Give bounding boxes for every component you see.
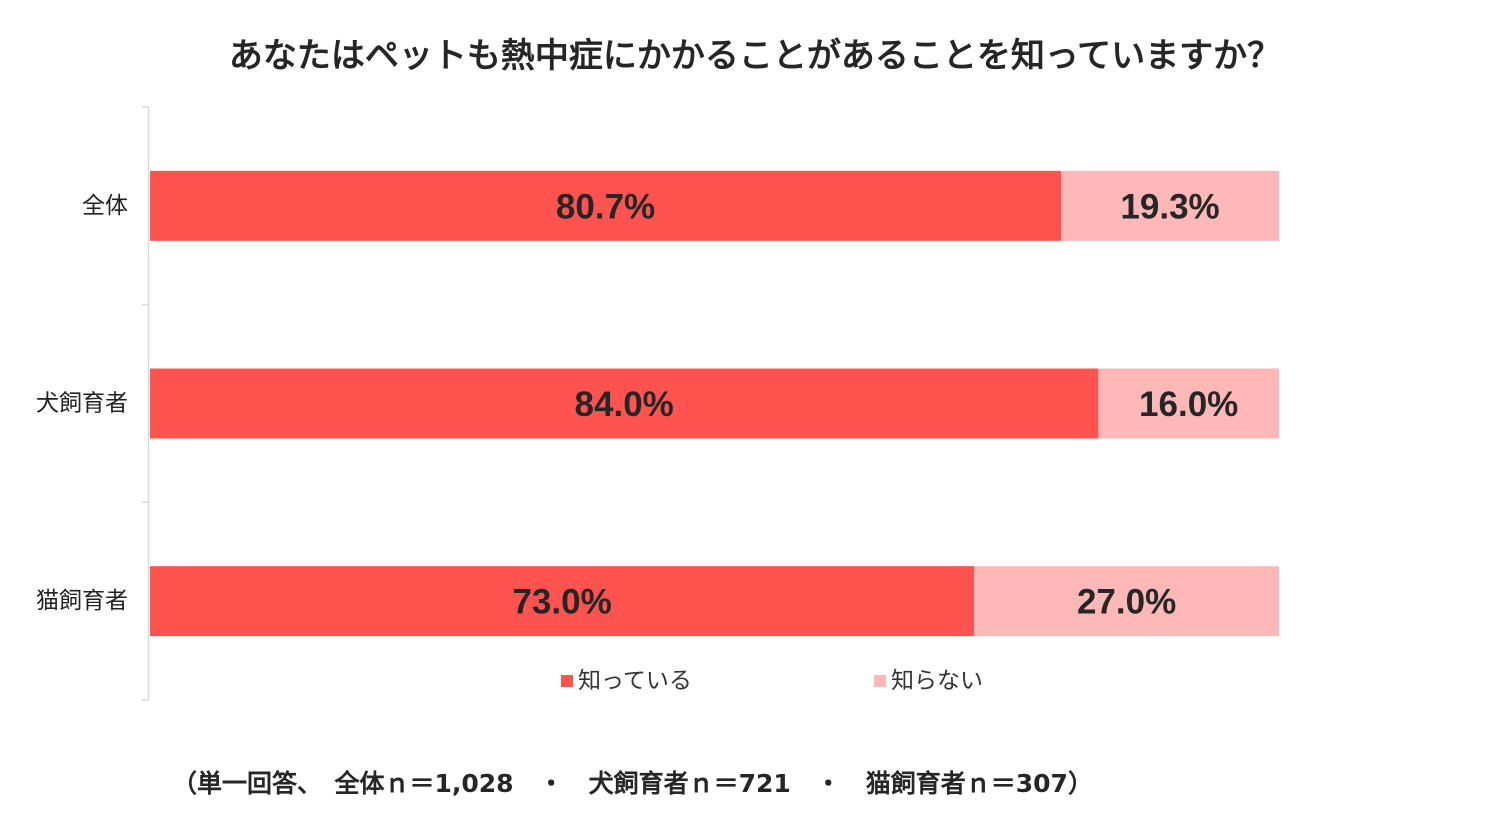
chart-title: あなたはペットも熱中症にかかることがあることを知っていますか？ [228,36,1282,76]
bar-known [150,566,975,637]
bar-known [150,170,1062,241]
bar-known [150,368,1099,439]
axis-layer [142,106,150,701]
data-label: 19.3% [1120,187,1219,226]
data-label: 73.0% [512,583,611,622]
legend-swatch [874,675,886,687]
bar-unknown [974,566,1279,637]
legend-swatch [561,675,573,687]
bars-layer [150,170,1279,637]
sample-size-footnote: （単一回答、 全体ｎ＝1,028 ・ 犬飼育者ｎ＝721 ・ 猫飼育者ｎ＝307… [172,769,1093,798]
legend: 知っている 知らない [561,668,983,694]
data-label: 27.0% [1077,583,1176,622]
bar-unknown [1098,368,1279,439]
category-label: 猫飼育者 [36,588,128,614]
bar-unknown [1061,170,1279,241]
data-label: 16.0% [1139,385,1238,424]
data-label: 80.7% [556,187,655,226]
category-label: 全体 [82,193,128,219]
labels-layer: 全体 80.7% 19.3% 犬飼育者 84.0% 16.0% 猫飼育者 73.0% 27.0% [36,187,1238,621]
legend-label: 知っている [578,668,692,694]
data-label: 84.0% [575,385,674,424]
category-label: 犬飼育者 [36,391,128,417]
legend-label: 知らない [891,668,983,694]
